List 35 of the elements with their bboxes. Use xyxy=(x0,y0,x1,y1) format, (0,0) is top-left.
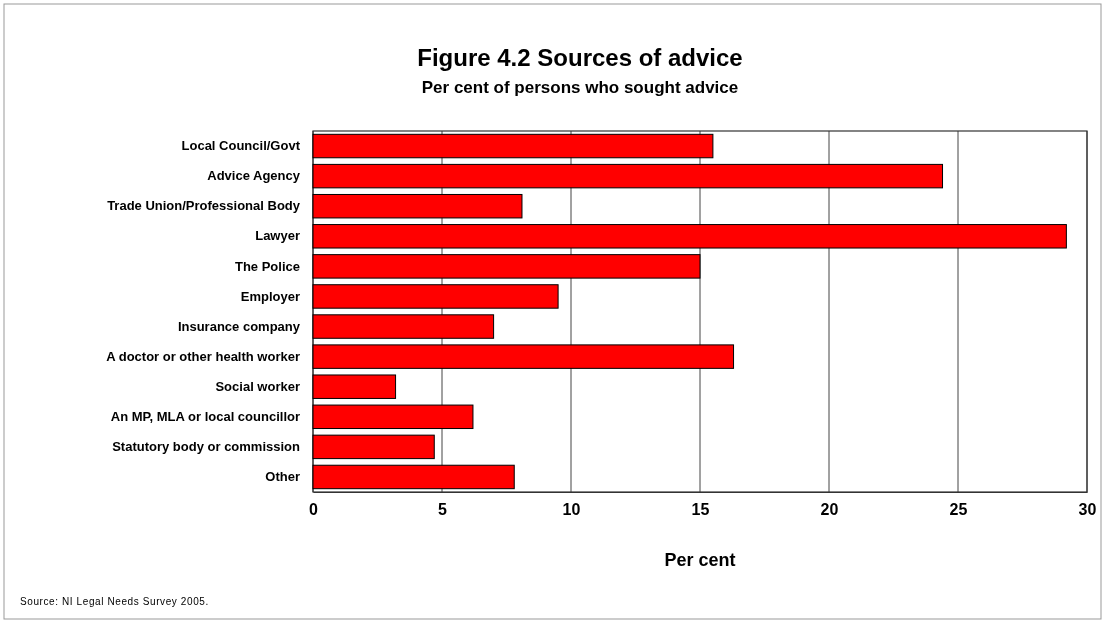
bar xyxy=(312,464,515,490)
y-tick-label: Social worker xyxy=(215,378,300,394)
bar xyxy=(312,193,523,219)
chart-title: Figure 4.2 Sources of advice xyxy=(417,44,743,71)
bar xyxy=(312,254,701,279)
x-tick-label: 30 xyxy=(1078,501,1097,519)
x-tick-label: 10 xyxy=(562,501,581,519)
y-tick-label: Lawyer xyxy=(255,228,300,244)
y-tick-label: Trade Union/Professional Body xyxy=(107,198,301,214)
x-tick-label: 15 xyxy=(691,501,710,519)
x-tick-label: 0 xyxy=(309,501,319,519)
y-tick-label: The Police xyxy=(234,258,300,274)
bar xyxy=(312,404,474,430)
chart-subtitle: Per cent of persons who sought advice xyxy=(421,78,739,97)
x-axis-title: Per cent xyxy=(664,550,736,570)
bar xyxy=(312,284,559,309)
bar xyxy=(312,374,397,399)
y-tick-label: Insurance company xyxy=(177,318,301,334)
y-tick-label: Other xyxy=(265,469,300,485)
bar xyxy=(312,133,714,159)
x-tick-label: 20 xyxy=(820,501,839,519)
y-tick-label: Local Council/Govt xyxy=(181,138,301,154)
y-tick-label: Employer xyxy=(240,288,300,304)
bar xyxy=(312,344,735,369)
bar xyxy=(312,434,435,460)
bar xyxy=(312,163,944,189)
bar xyxy=(312,314,495,339)
y-tick-label: Advice Agency xyxy=(207,168,301,184)
y-tick-label: An MP, MLA or local councillor xyxy=(110,408,300,424)
x-tick-label: 25 xyxy=(949,501,968,519)
y-tick-label: A doctor or other health worker xyxy=(106,348,300,364)
y-tick-label: Statutory body or commission xyxy=(112,439,301,455)
bar xyxy=(312,224,1067,249)
source-note: Source: NI Legal Needs Survey 2005. xyxy=(20,596,209,607)
x-tick-label: 5 xyxy=(438,501,448,519)
